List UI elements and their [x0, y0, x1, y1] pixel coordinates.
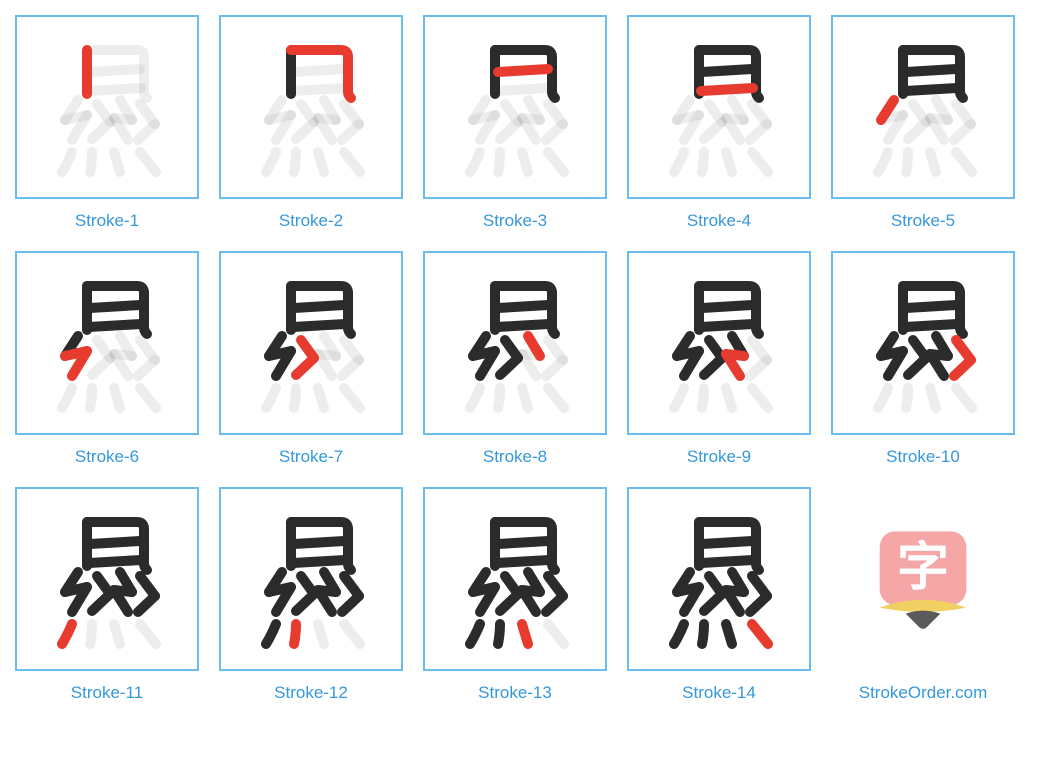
stroke-cell: Stroke-11: [15, 487, 199, 703]
logo-tile: 字: [831, 487, 1015, 671]
stroke-label: Stroke-12: [274, 683, 348, 703]
stroke-label: Stroke-14: [682, 683, 756, 703]
stroke-tile: [219, 487, 403, 671]
stroke-tile: [15, 15, 199, 199]
stroke-cell: Stroke-13: [423, 487, 607, 703]
stroke-cell: Stroke-10: [831, 251, 1015, 467]
stroke-cell: Stroke-2: [219, 15, 403, 231]
site-label: StrokeOrder.com: [859, 683, 988, 703]
stroke-label: Stroke-3: [483, 211, 547, 231]
stroke-tile: [423, 15, 607, 199]
stroke-label: Stroke-4: [687, 211, 751, 231]
stroke-tile: [219, 251, 403, 435]
stroke-label: Stroke-10: [886, 447, 960, 467]
stroke-label: Stroke-8: [483, 447, 547, 467]
stroke-cell: Stroke-7: [219, 251, 403, 467]
stroke-label: Stroke-6: [75, 447, 139, 467]
logo-cell: 字 StrokeOrder.com: [831, 487, 1015, 703]
stroke-tile: [15, 251, 199, 435]
stroke-label: Stroke-11: [71, 683, 143, 703]
stroke-cell: Stroke-5: [831, 15, 1015, 231]
stroke-tile: [831, 15, 1015, 199]
stroke-label: Stroke-7: [279, 447, 343, 467]
stroke-tile: [423, 251, 607, 435]
stroke-tile: [627, 251, 811, 435]
stroke-tile: [219, 15, 403, 199]
stroke-cell: Stroke-1: [15, 15, 199, 231]
stroke-label: Stroke-13: [478, 683, 552, 703]
stroke-label: Stroke-2: [279, 211, 343, 231]
stroke-tile: [627, 487, 811, 671]
stroke-tile: [831, 251, 1015, 435]
stroke-cell: Stroke-6: [15, 251, 199, 467]
stroke-cell: Stroke-3: [423, 15, 607, 231]
stroke-tile: [627, 15, 811, 199]
stroke-cell: Stroke-12: [219, 487, 403, 703]
stroke-cell: Stroke-4: [627, 15, 811, 231]
stroke-label: Stroke-9: [687, 447, 751, 467]
stroke-cell: Stroke-9: [627, 251, 811, 467]
stroke-grid: Stroke-1 Stroke-2 Stroke-3 Stroke-4 Stroke-5…: [15, 15, 1035, 703]
stroke-cell: Stroke-8: [423, 251, 607, 467]
stroke-tile: [423, 487, 607, 671]
stroke-label: Stroke-1: [75, 211, 139, 231]
svg-text:字: 字: [897, 539, 949, 597]
stroke-cell: Stroke-14: [627, 487, 811, 703]
stroke-tile: [15, 487, 199, 671]
stroke-label: Stroke-5: [891, 211, 955, 231]
